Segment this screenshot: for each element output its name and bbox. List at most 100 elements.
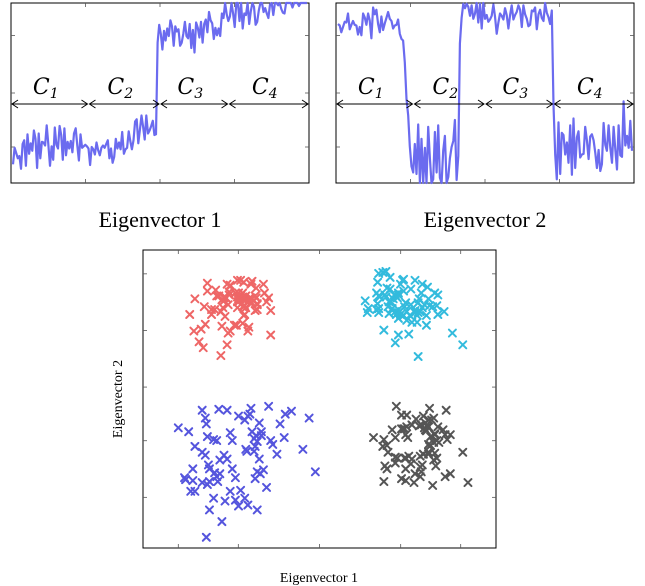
- data-point: [407, 454, 417, 464]
- data-point: [230, 473, 240, 483]
- cluster-segments: C1 C2 C3 C4: [11, 75, 309, 109]
- data-point: [310, 467, 320, 477]
- data-point: [392, 293, 402, 303]
- data-point: [225, 428, 235, 438]
- data-point: [214, 404, 224, 414]
- data-point: [442, 435, 452, 445]
- y-axis-label: Eigenvector 2: [111, 360, 126, 438]
- data-point: [429, 455, 439, 465]
- segment-label: C3: [502, 75, 528, 102]
- data-point: [194, 337, 204, 347]
- data-point: [410, 275, 420, 285]
- data-point: [197, 447, 207, 457]
- data-point: [402, 410, 412, 420]
- data-point: [240, 493, 250, 503]
- data-point: [217, 517, 227, 527]
- data-point: [382, 464, 392, 474]
- arrow-head-left: [11, 99, 19, 109]
- data-point: [445, 430, 455, 440]
- arrow-head-left: [553, 99, 561, 109]
- data-point: [211, 285, 221, 295]
- data-point: [201, 419, 211, 429]
- segment-label: C4: [577, 75, 603, 102]
- data-point: [209, 493, 219, 503]
- data-point: [439, 307, 449, 317]
- data-point: [397, 474, 407, 484]
- data-point: [434, 437, 444, 447]
- data-point: [391, 309, 401, 319]
- data-point: [397, 424, 407, 434]
- data-point: [286, 406, 296, 416]
- signal-line: [337, 1, 634, 185]
- arrow-head-left: [228, 99, 236, 109]
- data-point: [421, 310, 431, 320]
- data-point: [217, 321, 227, 331]
- data-point: [272, 449, 282, 459]
- data-point: [242, 446, 252, 456]
- data-point: [210, 305, 220, 315]
- arrow-head-left: [336, 99, 344, 109]
- data-point: [230, 495, 240, 505]
- scatter-axis-ticks: [143, 250, 496, 548]
- data-point: [222, 454, 232, 464]
- data-point: [404, 329, 414, 339]
- data-point: [438, 425, 448, 435]
- data-point: [458, 340, 468, 350]
- arrow-head-right: [546, 99, 554, 109]
- x-axis-label: Eigenvector 1: [280, 571, 358, 586]
- data-point: [428, 302, 438, 312]
- data-point: [425, 403, 435, 413]
- data-point: [458, 447, 468, 457]
- data-point: [421, 320, 431, 330]
- data-point: [222, 279, 232, 289]
- data-point: [236, 485, 246, 495]
- data-point: [249, 446, 259, 456]
- data-point: [413, 351, 423, 361]
- data-point: [430, 429, 440, 439]
- data-point: [433, 309, 443, 319]
- data-point: [246, 403, 256, 413]
- data-point: [433, 290, 443, 300]
- data-point: [204, 505, 214, 515]
- arrow-head-right: [221, 99, 229, 109]
- data-point: [249, 434, 259, 444]
- data-point: [246, 279, 256, 289]
- data-point: [402, 307, 412, 317]
- data-point: [181, 475, 191, 485]
- data-point: [190, 441, 200, 451]
- data-point: [414, 294, 424, 304]
- data-point: [275, 419, 285, 429]
- data-point: [304, 413, 314, 423]
- data-point: [378, 441, 388, 451]
- panel-caption: Eigenvector 1: [99, 207, 222, 232]
- data-point: [227, 464, 237, 474]
- arrow-head-right: [406, 99, 414, 109]
- scatter-points: [173, 266, 473, 542]
- arrow-head-left: [160, 99, 168, 109]
- data-point: [463, 478, 473, 488]
- data-point: [399, 274, 409, 284]
- data-point: [197, 478, 207, 488]
- data-point: [236, 275, 246, 285]
- data-point: [391, 401, 401, 411]
- segment-label: C1: [358, 75, 384, 102]
- data-point: [401, 476, 411, 486]
- arrow-head-right: [301, 99, 309, 109]
- data-point: [184, 427, 194, 437]
- data-point: [219, 293, 229, 303]
- data-point: [266, 306, 276, 316]
- data-point: [202, 286, 212, 296]
- segment-label: C2: [107, 75, 133, 102]
- data-point: [441, 405, 451, 415]
- data-point: [390, 433, 400, 443]
- data-point: [223, 328, 233, 338]
- data-point: [239, 310, 249, 320]
- data-point: [229, 320, 239, 330]
- data-point: [381, 292, 391, 302]
- data-point: [381, 266, 391, 276]
- arrow-head-right: [152, 99, 160, 109]
- data-point: [425, 441, 435, 451]
- data-point: [385, 272, 395, 282]
- data-point: [387, 425, 397, 435]
